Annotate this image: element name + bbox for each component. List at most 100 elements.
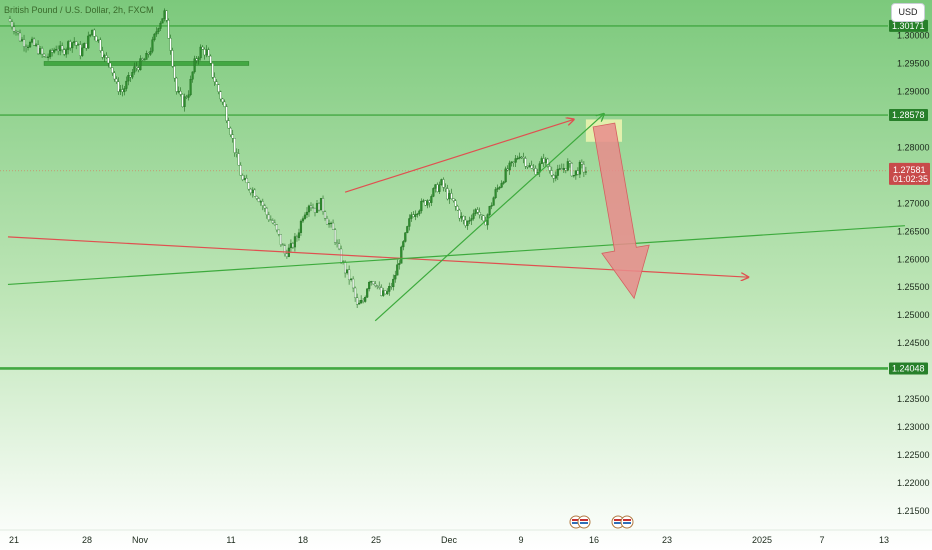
candle bbox=[578, 161, 581, 175]
candle bbox=[285, 253, 288, 257]
candle bbox=[584, 171, 587, 173]
green-ascending-line[interactable] bbox=[7, 225, 905, 286]
currency-button[interactable]: USD bbox=[891, 3, 925, 22]
forecast-arrow[interactable] bbox=[592, 122, 650, 300]
candle bbox=[480, 214, 483, 216]
candle bbox=[438, 184, 441, 192]
candle bbox=[350, 278, 353, 280]
candle bbox=[117, 81, 120, 92]
candle bbox=[554, 175, 557, 179]
green-wedge-lower[interactable] bbox=[374, 114, 604, 322]
y-axis: 1.30000 1.29500 1.29000 1.28000 1.27000 1.265… bbox=[889, 19, 930, 516]
candle bbox=[331, 222, 335, 230]
candle bbox=[364, 297, 367, 302]
candle bbox=[283, 245, 286, 254]
candle bbox=[137, 67, 140, 71]
candle bbox=[157, 28, 160, 32]
candle bbox=[113, 72, 116, 80]
price-label: 1.24048 bbox=[892, 363, 925, 373]
candle bbox=[420, 200, 423, 212]
candle bbox=[408, 218, 411, 227]
candle bbox=[346, 269, 349, 274]
candle bbox=[51, 50, 54, 53]
candle bbox=[297, 232, 301, 238]
candle bbox=[239, 165, 242, 176]
candle bbox=[526, 166, 529, 168]
candle bbox=[317, 203, 321, 211]
candle bbox=[344, 261, 347, 274]
candle bbox=[524, 158, 527, 167]
candle bbox=[279, 234, 282, 245]
candle bbox=[39, 48, 42, 54]
y-tick-label: 1.23500 bbox=[897, 394, 930, 404]
candle bbox=[372, 281, 375, 285]
range-box[interactable] bbox=[43, 61, 250, 66]
candle bbox=[394, 275, 397, 280]
y-tick-label: 1.28000 bbox=[897, 142, 930, 152]
candle bbox=[574, 170, 577, 176]
candle bbox=[319, 198, 323, 211]
candle bbox=[446, 188, 449, 200]
event-icons[interactable] bbox=[569, 515, 634, 529]
candle bbox=[418, 210, 421, 215]
candle bbox=[133, 66, 136, 73]
candle bbox=[323, 211, 327, 219]
candle bbox=[275, 224, 278, 231]
candle bbox=[153, 33, 156, 40]
candle bbox=[398, 263, 401, 265]
candle bbox=[406, 226, 409, 233]
candle bbox=[299, 220, 303, 233]
candle bbox=[500, 183, 503, 188]
candle bbox=[139, 58, 142, 71]
candle bbox=[580, 161, 583, 165]
candle bbox=[65, 49, 68, 55]
candle bbox=[217, 84, 220, 92]
candle bbox=[520, 156, 523, 158]
x-tick-label: 13 bbox=[879, 535, 889, 545]
candle bbox=[167, 20, 170, 39]
candle bbox=[488, 206, 491, 215]
candle bbox=[458, 209, 461, 219]
y-tick-label: 1.27000 bbox=[897, 198, 930, 208]
flag-icon[interactable] bbox=[611, 515, 625, 529]
candle bbox=[105, 55, 108, 58]
candle bbox=[532, 168, 535, 170]
last-price-label: 1.27581 bbox=[893, 165, 926, 175]
candle bbox=[179, 91, 182, 95]
candle bbox=[63, 49, 66, 55]
candle bbox=[189, 79, 192, 96]
candle bbox=[109, 62, 112, 68]
flag-icon[interactable] bbox=[620, 515, 634, 529]
candle bbox=[131, 72, 134, 78]
candle bbox=[303, 214, 307, 219]
candle bbox=[257, 198, 260, 202]
candle bbox=[530, 165, 533, 169]
red-wedge-upper[interactable] bbox=[344, 119, 574, 193]
candle bbox=[576, 170, 579, 175]
candle bbox=[231, 134, 234, 139]
candle bbox=[560, 168, 563, 170]
candle bbox=[510, 161, 513, 164]
candle bbox=[444, 187, 447, 189]
candle bbox=[301, 218, 305, 222]
candle bbox=[402, 241, 405, 248]
candle bbox=[378, 286, 381, 288]
candle bbox=[143, 59, 146, 61]
y-tick-label: 1.21500 bbox=[897, 506, 930, 516]
flag-icon[interactable] bbox=[577, 515, 591, 529]
candle bbox=[464, 219, 467, 226]
candle bbox=[382, 290, 385, 296]
candle bbox=[321, 198, 325, 212]
candle bbox=[43, 53, 46, 57]
candle bbox=[412, 214, 415, 217]
candle bbox=[171, 50, 174, 67]
candle bbox=[97, 39, 100, 42]
candle bbox=[129, 75, 132, 78]
x-tick-label: Nov bbox=[132, 535, 149, 545]
candle bbox=[293, 236, 297, 248]
candle bbox=[281, 244, 284, 246]
candle bbox=[340, 248, 343, 263]
candle bbox=[241, 175, 244, 180]
candle bbox=[496, 187, 499, 190]
